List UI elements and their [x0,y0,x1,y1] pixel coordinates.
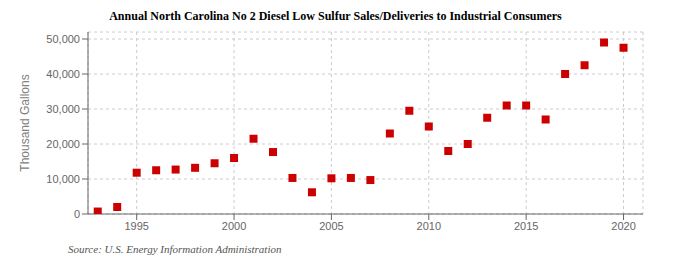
svg-text:2020: 2020 [611,220,635,232]
svg-text:50,000: 50,000 [46,33,80,45]
svg-text:1995: 1995 [124,220,148,232]
svg-text:2000: 2000 [222,220,246,232]
svg-text:2010: 2010 [417,220,441,232]
svg-text:40,000: 40,000 [46,68,80,80]
svg-text:2005: 2005 [319,220,343,232]
svg-text:30,000: 30,000 [46,103,80,115]
html-text:Source: U.S. Energy Informatio: Source: U.S. Energy Information Administ… [68,243,282,255]
svg-text:Thousand Gallons: Thousand Gallons [18,74,32,171]
svg-text:2015: 2015 [514,220,538,232]
svg-text:10,000: 10,000 [46,173,80,185]
html-text:Annual North Carolina No 2 Die: Annual North Carolina No 2 Diesel Low Su… [109,9,562,23]
svg-text:20,000: 20,000 [46,138,80,150]
svg-text:0: 0 [74,208,80,220]
